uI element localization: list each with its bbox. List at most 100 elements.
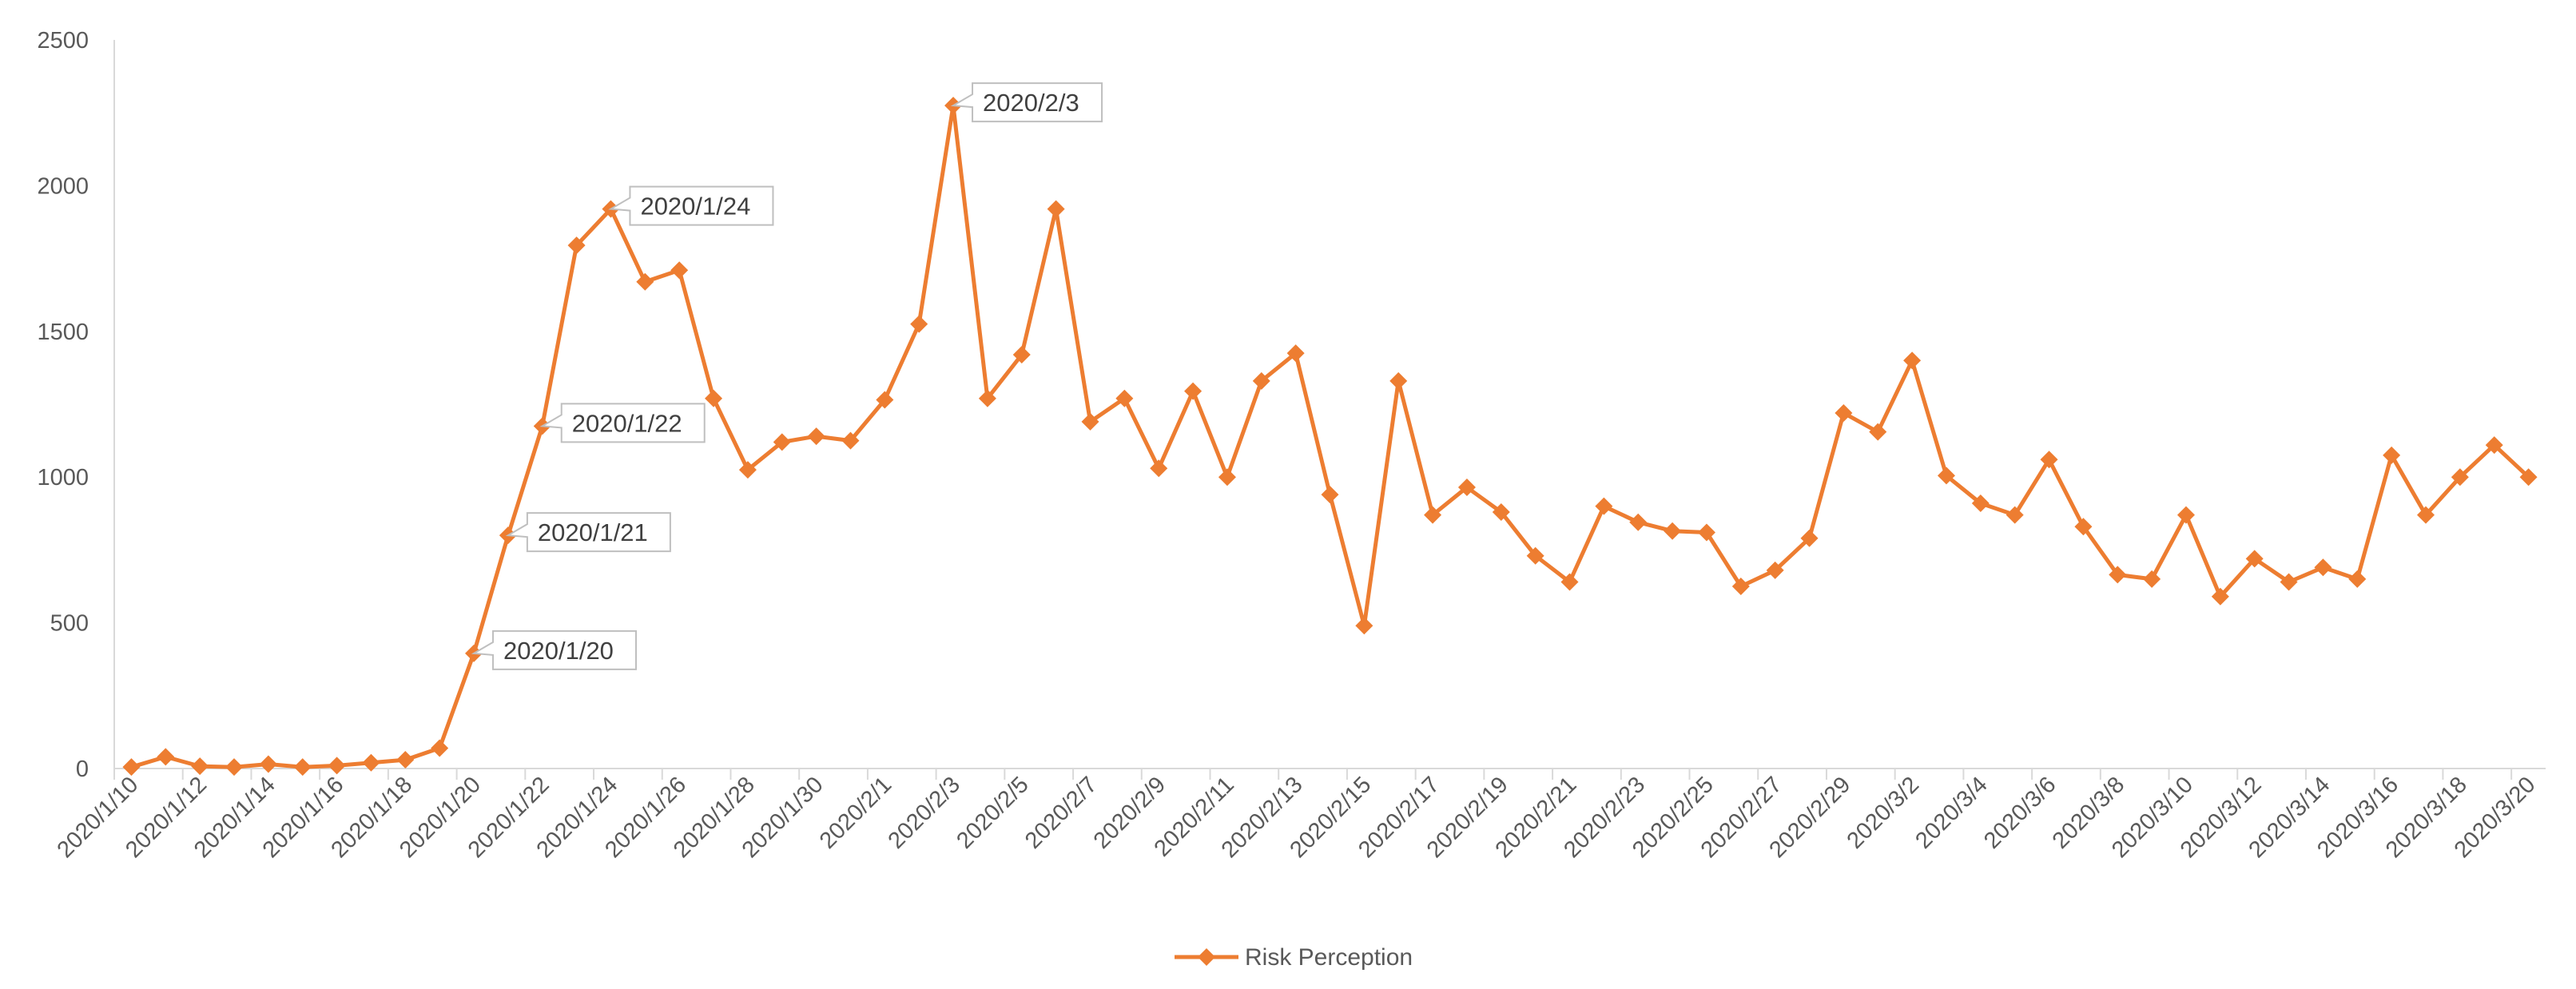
data-point — [1184, 382, 1203, 400]
data-point — [1252, 371, 1270, 390]
data-point — [705, 389, 723, 407]
y-tick-label: 2000 — [37, 173, 89, 199]
data-point — [1560, 573, 1579, 591]
data-point — [1424, 506, 1442, 524]
callout-label: 2020/1/22 — [572, 409, 682, 437]
data-point — [1012, 345, 1031, 363]
data-point — [807, 427, 825, 446]
data-point — [2416, 506, 2435, 524]
data-point — [670, 261, 689, 280]
y-tick-label: 0 — [76, 757, 89, 782]
data-point — [1150, 459, 1168, 478]
x-tick-label: 2020/2/3 — [884, 772, 965, 853]
data-point — [1629, 513, 1648, 531]
data-point — [1664, 522, 1682, 540]
data-point — [191, 757, 209, 776]
data-point — [636, 272, 654, 291]
legend-label: Risk Perception — [1245, 944, 1413, 971]
data-point — [2245, 550, 2264, 568]
data-point — [1286, 344, 1305, 363]
data-point — [2280, 573, 2298, 591]
data-point — [2314, 558, 2332, 577]
data-point — [1595, 497, 1613, 515]
data-point — [1526, 546, 1544, 565]
data-point — [1903, 352, 1922, 370]
callouts: 2020/1/20 2020/1/21 2020/1/22 2020/1/24 2020… — [471, 82, 1103, 670]
callout-label: 2020/1/24 — [640, 193, 750, 220]
data-point — [122, 758, 141, 777]
callout-box — [608, 185, 774, 226]
legend: Risk Perception — [1175, 944, 1413, 971]
data-point — [910, 315, 928, 333]
x-axis: 2020/1/102020/1/122020/1/142020/1/162020… — [53, 768, 2546, 863]
data-point — [1457, 478, 1476, 496]
data-point — [1835, 403, 1853, 422]
callout-box — [471, 630, 638, 670]
data-point — [2074, 518, 2093, 536]
data-point — [1800, 529, 1819, 547]
data-point — [841, 431, 860, 450]
series-line-risk-perception — [130, 103, 2530, 769]
data-point — [1321, 486, 1339, 504]
callout: 2020/1/20 — [471, 630, 638, 670]
callout-box — [539, 403, 706, 443]
data-point — [1389, 371, 1408, 390]
y-tick-label: 500 — [50, 611, 89, 637]
callout-box — [505, 512, 671, 553]
data-point — [2109, 566, 2127, 584]
data-point — [773, 433, 791, 451]
data-point — [431, 739, 449, 757]
callout-label: 2020/2/3 — [983, 89, 1079, 117]
plot-area — [122, 97, 2538, 777]
data-point — [1731, 578, 1750, 595]
data-point — [225, 758, 244, 777]
data-point — [1697, 523, 1715, 542]
data-point — [1937, 467, 1955, 485]
x-tick-label: 2020/2/7 — [1020, 772, 1102, 853]
data-point — [2383, 446, 2401, 464]
data-point — [738, 461, 757, 479]
data-point — [328, 757, 346, 775]
data-point — [567, 236, 586, 255]
data-point — [1971, 494, 1990, 513]
callout: 2020/1/21 — [505, 512, 671, 553]
x-tick-label: 2020/3/4 — [1910, 772, 1992, 853]
y-axis: 0 500 1000 1500 2000 2500 — [37, 28, 115, 782]
data-point — [1081, 412, 1099, 431]
data-point — [157, 748, 175, 766]
data-point — [2485, 436, 2503, 455]
callout-label: 2020/1/20 — [503, 637, 614, 665]
data-point — [362, 753, 380, 772]
callout: 2020/2/3 — [950, 82, 1103, 123]
x-tick-label: 2020/2/5 — [952, 772, 1033, 853]
data-point — [259, 755, 277, 773]
data-point — [2006, 506, 2024, 524]
legend-marker — [1198, 948, 1215, 966]
y-tick-label: 1500 — [37, 320, 89, 345]
data-point — [978, 389, 996, 407]
x-tick-label: 2020/2/1 — [815, 772, 896, 853]
callout-box — [950, 82, 1103, 123]
data-point — [2211, 587, 2229, 606]
data-point — [1492, 502, 1510, 521]
callout: 2020/1/22 — [539, 403, 706, 443]
callout: 2020/1/24 — [608, 185, 774, 226]
x-tick-label: 2020/3/6 — [1979, 772, 2061, 853]
data-point — [1355, 617, 1373, 635]
data-point — [2519, 468, 2538, 487]
data-point — [2176, 506, 2195, 524]
data-point — [1869, 423, 1887, 441]
data-point — [2040, 451, 2058, 469]
data-point — [2143, 570, 2161, 588]
data-point — [1115, 389, 1134, 407]
data-point — [876, 391, 894, 409]
y-tick-label: 2500 — [37, 28, 89, 54]
y-tick-label: 1000 — [37, 465, 89, 491]
data-point — [1047, 200, 1065, 218]
data-point — [396, 751, 415, 769]
data-point — [293, 758, 312, 777]
data-point — [1218, 468, 1236, 487]
data-point — [2348, 570, 2367, 588]
data-point — [1766, 561, 1784, 579]
